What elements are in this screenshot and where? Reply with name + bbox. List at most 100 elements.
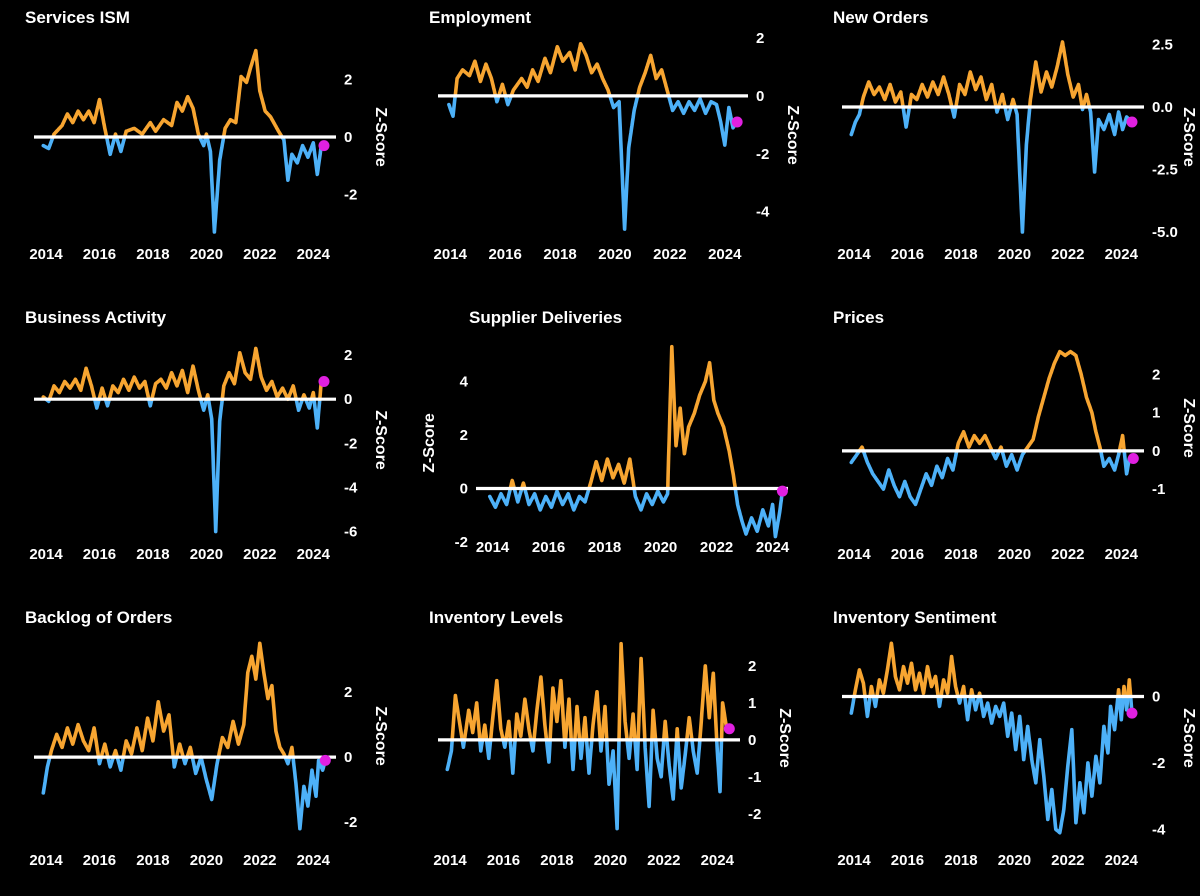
negative-segment bbox=[41, 135, 55, 151]
x-tick-label: 2022 bbox=[243, 852, 276, 869]
panel-employment: Employment -4 -2 0 2 Z-Score 2014 2016 2018 2020 2… bbox=[404, 0, 804, 296]
negative-segment bbox=[664, 738, 679, 801]
negative-segment bbox=[198, 397, 209, 412]
series-line bbox=[445, 641, 732, 831]
positive-segment bbox=[221, 48, 284, 139]
positive-segment bbox=[216, 641, 288, 759]
y-tick-label: 2 bbox=[344, 684, 352, 701]
chart-title: Inventory Sentiment bbox=[833, 608, 997, 627]
negative-segment bbox=[633, 738, 640, 772]
negative-segment bbox=[605, 738, 621, 831]
x-tick-label: 2018 bbox=[136, 246, 169, 263]
x-tick-label: 2016 bbox=[83, 246, 116, 263]
positive-segment bbox=[581, 715, 589, 742]
series-line bbox=[41, 346, 326, 534]
negative-segment bbox=[445, 738, 455, 772]
positive-segment bbox=[587, 457, 636, 491]
y-tick-label: 1 bbox=[1152, 405, 1160, 422]
negative-segment bbox=[544, 738, 552, 764]
negative-segment bbox=[104, 135, 117, 157]
negative-segment bbox=[1098, 449, 1122, 472]
x-tick-label: 2018 bbox=[540, 852, 573, 869]
negative-segment bbox=[503, 94, 513, 107]
x-tick-label: 2018 bbox=[543, 246, 576, 263]
latest-point bbox=[723, 723, 735, 735]
series-line bbox=[849, 641, 1134, 835]
positive-segment bbox=[661, 719, 669, 742]
negative-segment bbox=[569, 738, 577, 772]
positive-segment bbox=[868, 684, 876, 699]
positive-segment bbox=[47, 366, 97, 401]
x-tick-label: 2014 bbox=[837, 246, 871, 263]
panel-inventory-sentiment: Inventory Sentiment -4 -2 0 Z-Score 2014 2016 2… bbox=[808, 600, 1200, 896]
series-line bbox=[488, 344, 785, 539]
x-tick-label: 2020 bbox=[644, 539, 677, 556]
x-tick-label: 2018 bbox=[944, 852, 977, 869]
y-tick-label: 0 bbox=[1152, 688, 1160, 705]
negative-segment bbox=[625, 738, 633, 761]
negative-segment bbox=[447, 94, 458, 118]
y-axis-label: Z-Score bbox=[784, 105, 801, 165]
chart-title: Supplier Deliveries bbox=[469, 308, 622, 327]
x-tick-label: 2016 bbox=[83, 852, 116, 869]
negative-segment bbox=[106, 755, 116, 769]
negative-segment bbox=[861, 449, 959, 507]
positive-segment bbox=[532, 675, 549, 742]
negative-segment bbox=[484, 738, 493, 761]
positive-segment bbox=[185, 745, 195, 759]
negative-segment bbox=[598, 738, 604, 753]
positive-segment bbox=[548, 678, 567, 742]
negative-segment bbox=[666, 94, 739, 147]
y-tick-label: 2 bbox=[748, 658, 756, 675]
x-tick-label: 2016 bbox=[488, 246, 521, 263]
positive-segment bbox=[51, 97, 109, 139]
y-tick-label: 0 bbox=[344, 391, 352, 408]
positive-segment bbox=[954, 70, 998, 109]
panel-supplier-deliveries: Supplier Deliveries -2 0 2 4 Z-Score 2014 2016 2… bbox=[404, 300, 804, 596]
y-tick-label: -2 bbox=[455, 534, 468, 551]
positive-segment bbox=[1117, 433, 1127, 453]
x-tick-label: 2020 bbox=[598, 246, 631, 263]
y-tick-label: -6 bbox=[344, 524, 357, 541]
negative-segment bbox=[978, 694, 1120, 835]
negative-segment bbox=[303, 397, 314, 410]
negative-segment bbox=[971, 694, 981, 712]
negative-segment bbox=[863, 694, 872, 719]
negative-segment bbox=[508, 738, 517, 775]
negative-segment bbox=[205, 135, 226, 234]
chart-title: Prices bbox=[833, 308, 884, 327]
panel-prices: Prices -1 0 1 2 Z-Score 2014 2016 2018 2020 2022 20… bbox=[808, 300, 1200, 596]
x-tick-label: 2022 bbox=[1051, 546, 1084, 563]
y-tick-label: -5.0 bbox=[1152, 224, 1178, 241]
x-tick-label: 2020 bbox=[998, 852, 1031, 869]
negative-segment bbox=[901, 105, 912, 129]
y-axis-label: Z-Score bbox=[372, 107, 389, 167]
y-tick-label: 0 bbox=[460, 480, 468, 497]
chart-svg: Services ISM -2 0 2 Z-Score 2014 2016 2018 2020 2… bbox=[25, 8, 389, 263]
negative-segment bbox=[849, 105, 863, 137]
x-tick-label: 2022 bbox=[700, 539, 733, 556]
positive-segment bbox=[121, 700, 176, 759]
positive-segment bbox=[122, 94, 202, 139]
positive-segment bbox=[450, 693, 465, 742]
latest-point bbox=[318, 376, 330, 388]
y-tick-label: 0 bbox=[344, 749, 352, 766]
x-tick-label: 2024 bbox=[1105, 852, 1139, 869]
positive-segment bbox=[907, 75, 954, 109]
negative-segment bbox=[478, 738, 485, 753]
panel-services-ism: Services ISM -2 0 2 Z-Score 2014 2016 2018 2020 2… bbox=[0, 0, 400, 296]
negative-segment bbox=[512, 486, 524, 504]
y-tick-label: 2 bbox=[756, 30, 764, 47]
negative-segment bbox=[676, 738, 689, 790]
negative-segment bbox=[1000, 449, 1027, 472]
negative-segment bbox=[577, 738, 585, 761]
negative-segment bbox=[584, 738, 594, 775]
x-tick-label: 2020 bbox=[190, 852, 223, 869]
y-tick-label: 1 bbox=[748, 695, 756, 712]
positive-segment bbox=[513, 697, 533, 742]
negative-segment bbox=[1003, 105, 1013, 122]
x-tick-label: 2014 bbox=[29, 546, 63, 563]
positive-segment bbox=[996, 92, 1007, 109]
positive-segment bbox=[174, 742, 185, 759]
